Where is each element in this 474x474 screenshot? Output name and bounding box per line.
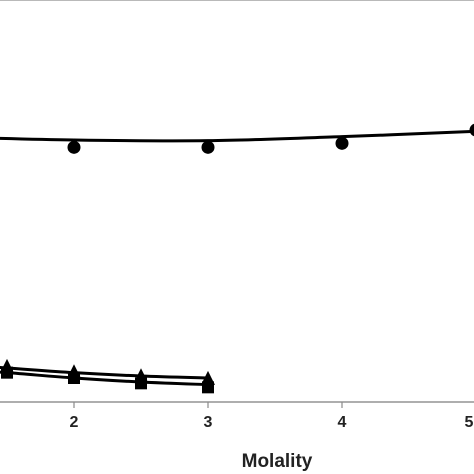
plot-frame-top	[0, 0, 474, 403]
x-tick-label: 2	[70, 414, 79, 431]
x-axis-title: Molality	[242, 451, 313, 472]
square-data-point	[1, 366, 13, 379]
circle-data-point	[67, 140, 81, 154]
circle-data-point	[201, 140, 215, 154]
circle-series-fit-line	[0, 129, 474, 143]
fit-line-group	[0, 129, 474, 387]
x-tick-group: 2 3 4 5	[70, 402, 474, 431]
square-data-point	[135, 377, 147, 390]
x-tick-label: 4	[338, 414, 347, 431]
x-tick-label: 3	[204, 414, 213, 431]
square-data-point	[202, 381, 214, 394]
circle-data-point	[469, 123, 474, 137]
square-data-point	[68, 372, 80, 384]
circle-data-point	[335, 136, 349, 150]
x-tick-label: 5	[465, 414, 474, 431]
marker-group	[0, 123, 474, 394]
